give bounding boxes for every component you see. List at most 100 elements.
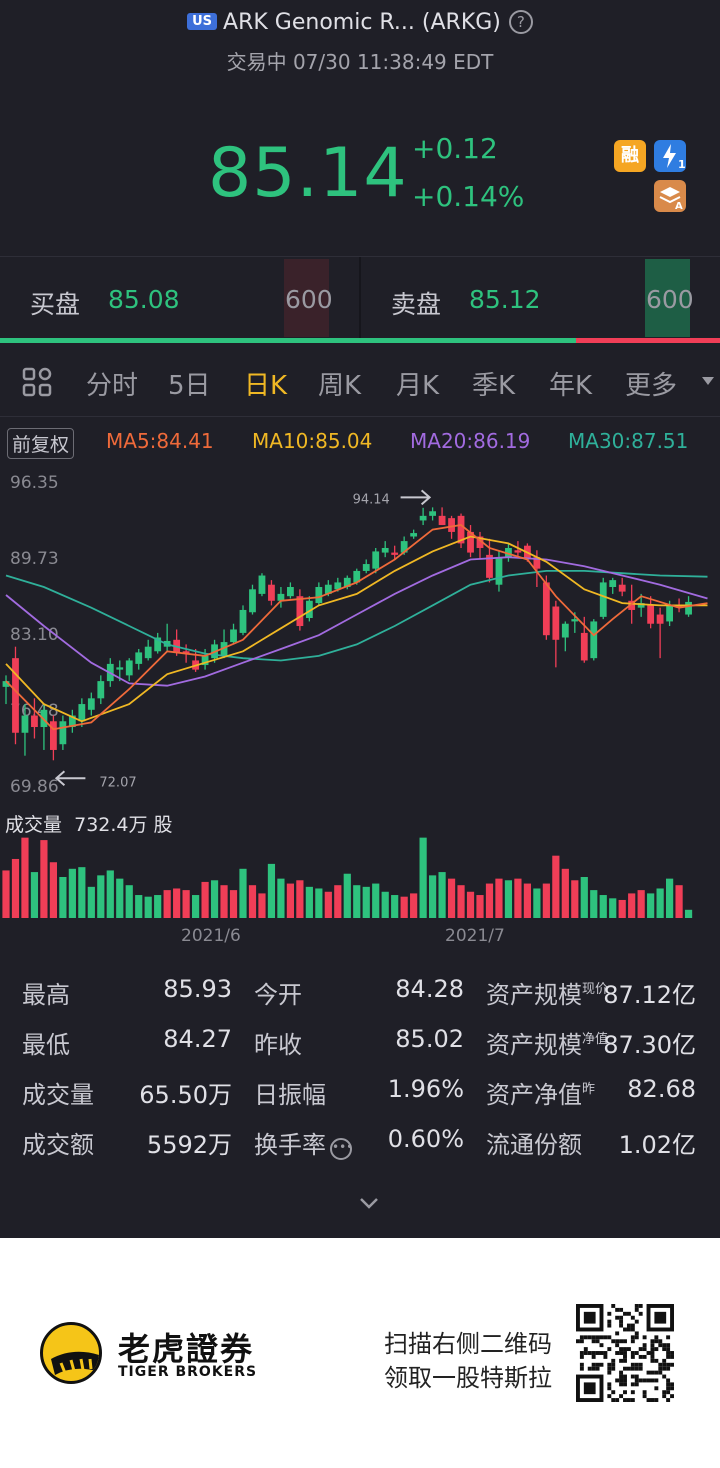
y-tick-label: 69.86 bbox=[10, 777, 59, 797]
volume-bar bbox=[353, 885, 361, 918]
tab-quarterly-k[interactable]: 季K bbox=[472, 371, 516, 401]
candle-body bbox=[87, 698, 95, 710]
stat-value-amplitude: 1.96% bbox=[387, 1075, 464, 1103]
ask-depth-bar bbox=[645, 259, 690, 337]
stat-value-float-shares: 1.02亿 bbox=[618, 1131, 696, 1159]
help-icon[interactable]: ? bbox=[508, 10, 533, 34]
volume-label: 成交量 bbox=[5, 814, 63, 836]
candle-body bbox=[656, 614, 664, 624]
volume-bar bbox=[628, 893, 636, 918]
volume-bar bbox=[675, 885, 683, 918]
high-marker-label: 94.14 bbox=[353, 492, 390, 507]
expand-chevron-icon[interactable] bbox=[358, 1192, 380, 1214]
security-title[interactable]: ARK Genomic R... (ARKG) bbox=[223, 10, 501, 35]
volume-bar bbox=[248, 885, 257, 918]
layers-a-icon[interactable]: A bbox=[654, 180, 686, 212]
volume-bar bbox=[466, 891, 475, 918]
candle-body bbox=[59, 721, 67, 745]
adjust-button[interactable]: 前复权 bbox=[7, 428, 75, 459]
volume-bar bbox=[504, 880, 513, 918]
candle-body bbox=[362, 564, 370, 571]
bid-depth-bar bbox=[284, 259, 329, 337]
tab-more[interactable]: 更多 bbox=[625, 371, 678, 401]
ma10-value: MA10:85.04 bbox=[252, 429, 373, 453]
y-tick-label: 96.35 bbox=[10, 473, 59, 493]
aum-price-text: 资产规模 bbox=[486, 981, 582, 1009]
candle-body bbox=[116, 667, 124, 670]
candle-body bbox=[249, 589, 256, 613]
stat-label-low: 最低 bbox=[22, 1031, 70, 1059]
candle-body bbox=[637, 603, 645, 608]
candle-body bbox=[334, 582, 342, 590]
candle-body bbox=[220, 642, 228, 656]
y-tick-label: 89.73 bbox=[10, 549, 59, 569]
volume-bar bbox=[599, 895, 607, 918]
ma5-value: MA5:84.41 bbox=[106, 429, 214, 453]
high-arrow-icon bbox=[400, 489, 432, 506]
promo-line-1: 扫描右侧二维码 bbox=[384, 1330, 552, 1358]
ma30-value: MA30:87.51 bbox=[568, 429, 689, 453]
volume-bar bbox=[447, 878, 456, 918]
volume-bar bbox=[684, 909, 693, 918]
margin-badge-icon[interactable]: 融 bbox=[614, 140, 646, 172]
stat-label-float-shares: 流通份额 bbox=[486, 1131, 582, 1159]
grid-menu-icon[interactable] bbox=[22, 367, 52, 397]
candle-body bbox=[21, 715, 29, 733]
volume-bar bbox=[220, 885, 228, 918]
candle-body bbox=[144, 646, 152, 659]
volume-bar bbox=[647, 893, 655, 918]
candle-body bbox=[31, 715, 38, 728]
kline-chart[interactable]: 96.3589.7383.1076.4869.8694.1472.072021/… bbox=[0, 460, 720, 960]
bid-ask-ratio-bar bbox=[0, 338, 720, 343]
volume-bar bbox=[457, 885, 465, 918]
candle-body bbox=[391, 552, 399, 555]
tab-yearly-k[interactable]: 年K bbox=[549, 371, 593, 401]
volume-bar bbox=[210, 880, 219, 918]
trading-status: 交易中 07/30 11:38:49 EDT bbox=[226, 50, 494, 74]
candle-body bbox=[599, 582, 607, 617]
volume-bar bbox=[68, 868, 76, 918]
candle-body bbox=[685, 601, 692, 615]
candle-body bbox=[258, 575, 266, 594]
volume-bar bbox=[144, 896, 152, 918]
more-info-icon[interactable]: ••• bbox=[330, 1138, 353, 1160]
volume-bar bbox=[229, 890, 238, 918]
tab-daily-k[interactable]: 日K bbox=[244, 371, 288, 401]
nav-sup: 昨 bbox=[582, 1082, 596, 1097]
stat-label-turnover-amount: 成交额 bbox=[22, 1131, 94, 1159]
stat-label-turnover-rate: 换手率 ••• bbox=[254, 1125, 353, 1160]
x-tick-label: 2021/6 bbox=[181, 926, 241, 946]
tab-weekly-k[interactable]: 周K bbox=[318, 371, 362, 401]
tab-monthly-k[interactable]: 月K bbox=[396, 371, 440, 401]
candle-body bbox=[296, 596, 304, 627]
ask-price: 85.12 bbox=[469, 285, 541, 314]
candle-body bbox=[675, 605, 683, 608]
volume-bar bbox=[485, 883, 494, 918]
volume-bar bbox=[362, 886, 370, 918]
title-row: US ARK Genomic R... (ARKG)? bbox=[0, 10, 720, 35]
tab-5day[interactable]: 5日 bbox=[168, 371, 211, 401]
candle-body bbox=[343, 577, 351, 588]
candle-body bbox=[305, 600, 313, 618]
market-badge: US bbox=[187, 13, 218, 30]
volume-bar bbox=[561, 868, 569, 918]
level1-quote-icon[interactable]: 1 bbox=[654, 140, 686, 172]
volume-bar bbox=[533, 888, 541, 918]
candle-body bbox=[590, 621, 598, 659]
order-book[interactable]: 买盘 85.08 600 卖盘 85.12 600 bbox=[0, 256, 720, 339]
stat-label-high: 最高 bbox=[22, 981, 70, 1009]
candle-body bbox=[277, 593, 285, 601]
dropdown-triangle-icon[interactable] bbox=[702, 377, 714, 385]
volume-bar bbox=[135, 895, 143, 918]
stat-label-aum-price: 资产规模现价 bbox=[486, 975, 608, 1010]
candle-body bbox=[68, 715, 76, 728]
volume-bar bbox=[542, 883, 550, 918]
turnover-rate-text: 换手率 bbox=[254, 1131, 326, 1159]
tab-intraday[interactable]: 分时 bbox=[86, 371, 139, 401]
stat-value-aum-price: 87.12亿 bbox=[603, 981, 696, 1009]
volume-bar bbox=[590, 890, 598, 918]
volume-bar bbox=[571, 880, 579, 918]
volume-bar bbox=[286, 883, 294, 918]
nav-text: 资产净值 bbox=[486, 1081, 582, 1109]
stat-label-volume: 成交量 bbox=[22, 1081, 94, 1109]
